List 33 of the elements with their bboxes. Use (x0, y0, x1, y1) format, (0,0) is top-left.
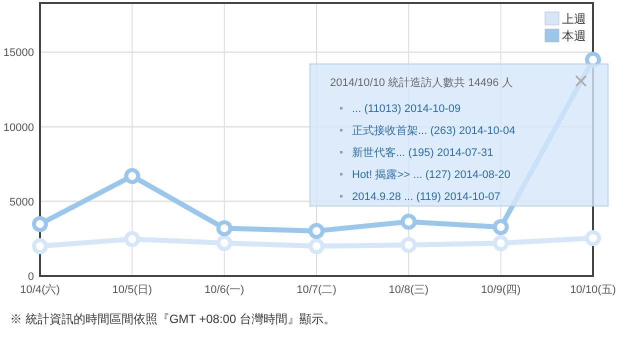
annotation: Hot! 揭露>> ... (127) 2014-08-20 (352, 169, 510, 181)
y-tick-label: 0 (28, 271, 34, 283)
x-tick-label: 10/9(四) (480, 284, 521, 296)
point (124, 231, 140, 248)
point (124, 168, 140, 184)
point (308, 222, 324, 239)
x-tick-label: 10/10(五) (570, 284, 616, 296)
point (216, 220, 232, 236)
legend-label: 上週 (562, 12, 586, 26)
point (585, 230, 601, 246)
point (308, 238, 324, 254)
y-tick-label: 5000 (10, 196, 34, 208)
y-tick-label: 10000 (3, 122, 34, 134)
x-tick-label: 10/5(日) (112, 284, 152, 296)
x-tick-label: 10/4(六) (20, 283, 60, 296)
x-tick-label: 10/7(二) (296, 284, 336, 296)
annotation: 正式接收首架... (263) 2014-10-04 (352, 124, 516, 137)
y-tick-label: 15000 (3, 47, 34, 60)
point (400, 214, 417, 230)
point (400, 236, 417, 253)
point (492, 235, 509, 252)
annotation: 2014/10/10 統計造訪人數共 14496 人 (330, 76, 513, 89)
point (216, 235, 232, 252)
point (32, 238, 48, 254)
point (32, 216, 48, 232)
x-tick-label: 10/8(三) (388, 284, 429, 296)
legend-label: 本週 (562, 29, 586, 43)
annotation: 新世代客... (195) 2014-07-31 (352, 146, 494, 159)
text: ※ 統計資訊的時間區間依照『GMT +08:00 台灣時間』顯示。 (10, 312, 336, 326)
annotation: 2014.9.28 ... (119) 2014-10-07 (352, 191, 500, 203)
point (492, 219, 509, 236)
annotation: ... (11013) 2014-10-09 (352, 103, 461, 115)
x-tick-label: 10/6(一) (204, 284, 244, 296)
